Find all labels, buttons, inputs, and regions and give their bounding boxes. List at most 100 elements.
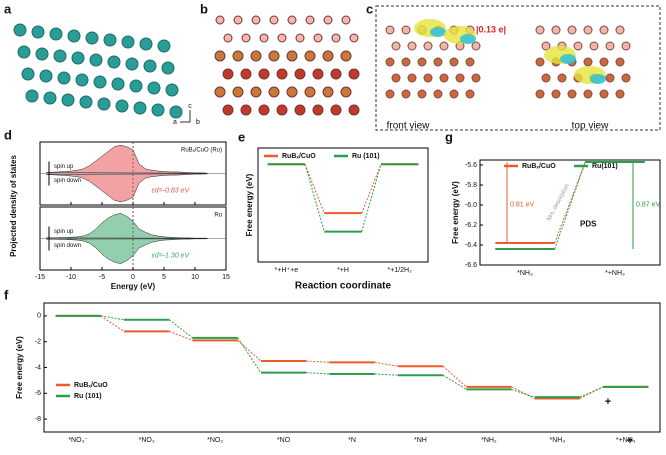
atom (348, 104, 360, 116)
atom (269, 15, 279, 25)
y-tick-label: -5.6 (465, 162, 477, 169)
annotation: NH₃ desorption (546, 183, 570, 222)
atom (407, 73, 417, 83)
atom (599, 89, 609, 99)
dos-area (46, 144, 208, 174)
annotation: εd=-0.83 eV (152, 187, 191, 194)
x-tick-label: 0 (131, 274, 135, 281)
x-tick-label: *NH₃ (549, 437, 565, 444)
atom (433, 57, 443, 67)
plus-sign: + (605, 396, 611, 408)
panel-label: a (4, 1, 12, 16)
y-tick-label: -6.4 (465, 242, 477, 249)
atom (13, 23, 27, 37)
legend-label: Ru(101) (592, 163, 618, 170)
atom (304, 86, 316, 98)
y-tick-label: -6.6 (465, 262, 477, 269)
atom (294, 68, 306, 80)
atom (115, 99, 129, 113)
atom (103, 33, 117, 47)
atom (391, 41, 401, 51)
connector (304, 164, 325, 232)
atom (417, 89, 427, 99)
atom (222, 68, 234, 80)
atom (286, 50, 298, 62)
annotation: εd=-1.30 eV (152, 252, 191, 259)
atom (232, 50, 244, 62)
atom (169, 105, 183, 119)
legend-label: RuBₓ/CuO (522, 163, 556, 170)
panel-label: c (366, 1, 373, 16)
atom (401, 25, 411, 35)
atom (97, 97, 111, 111)
annotation: PDS (580, 220, 597, 229)
atom (276, 104, 288, 116)
atom (304, 50, 316, 62)
x-tick-label: *NO (277, 437, 291, 444)
series-label: spin up (54, 164, 74, 170)
x-tick-label: *NH₃ (517, 270, 533, 277)
triad-label: c (188, 103, 192, 110)
atom (621, 73, 631, 83)
connector (100, 315, 125, 332)
plot-frame (257, 147, 429, 263)
x-tick-label: *+H (337, 267, 349, 274)
series-label: spin up (54, 229, 74, 235)
charge-density (560, 54, 576, 64)
atom (583, 89, 593, 99)
dos-area (46, 238, 208, 264)
atom (258, 104, 270, 116)
triad-label: a (173, 119, 177, 126)
atom (557, 73, 567, 83)
y-tick-label: -2 (35, 339, 41, 346)
atom (85, 31, 99, 45)
atom (125, 57, 139, 71)
charge-density (430, 27, 446, 37)
y-tick-label: -6.2 (465, 222, 477, 229)
connector (579, 386, 604, 398)
atom (25, 89, 39, 103)
panel-label: e (238, 129, 245, 144)
x-tick-label: *+H⁺+e (275, 267, 299, 274)
panel-label: b (200, 1, 208, 16)
y-axis-label: Projected density of states (9, 155, 18, 257)
connector (304, 164, 325, 214)
view-label: front view (387, 121, 431, 132)
connector (442, 365, 467, 388)
atom (599, 57, 609, 67)
atom (583, 25, 593, 35)
panel-label: f (4, 287, 9, 302)
y-tick-label: -8 (35, 416, 41, 423)
atom (417, 57, 427, 67)
atom (215, 15, 225, 25)
atom (214, 50, 226, 62)
atom (241, 33, 251, 43)
triad-label: b (196, 119, 200, 126)
atom (287, 15, 297, 25)
plus-sign: + (627, 435, 633, 447)
atom (121, 35, 135, 49)
annotation: 0.81 eV (510, 201, 534, 208)
charge-density (460, 34, 476, 44)
atom (313, 33, 323, 43)
legend-label: Ru (101) (352, 153, 380, 160)
atom (240, 104, 252, 116)
atom (277, 33, 287, 43)
atom (295, 33, 305, 43)
atom (391, 73, 401, 83)
atom (312, 104, 324, 116)
atom (322, 86, 334, 98)
x-tick-label: *+NH₃ (616, 437, 636, 444)
connector (168, 319, 193, 339)
atom (39, 69, 53, 83)
y-axis-label: Free energy (eV) (245, 173, 254, 236)
atom (21, 67, 35, 81)
atom (589, 41, 599, 51)
atom (75, 73, 89, 87)
atom (71, 51, 85, 65)
x-tick-label: -5 (99, 274, 105, 281)
atom (57, 71, 71, 85)
atom (143, 59, 157, 73)
atom (61, 93, 75, 107)
atom (449, 57, 459, 67)
